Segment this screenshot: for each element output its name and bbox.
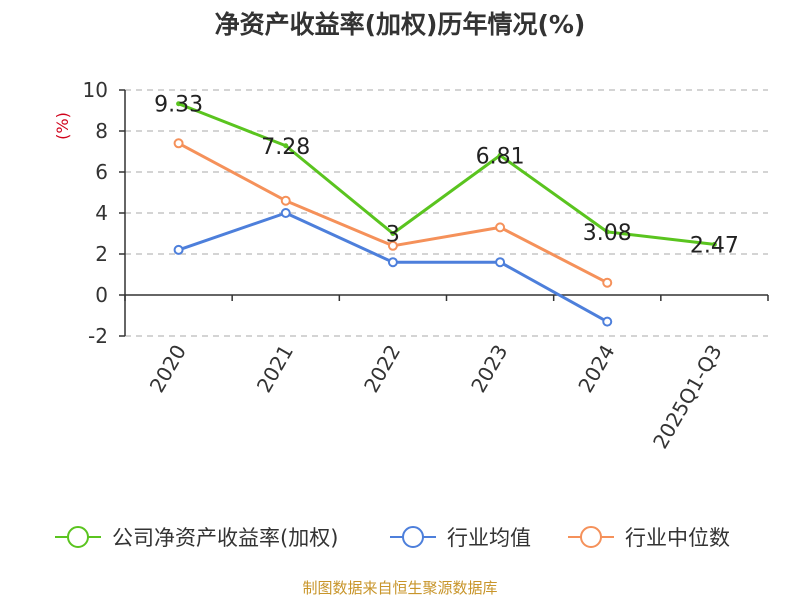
- data-label: 3: [386, 223, 400, 248]
- x-tick-labels: 2020 2021 2022 2023 2024 2025Q1-Q3: [145, 341, 727, 453]
- data-point[interactable]: [604, 229, 610, 235]
- legend[interactable]: 公司净资产收益率(加权) 行业均值 行业中位数: [55, 526, 730, 550]
- data-label: 7.28: [261, 135, 310, 160]
- data-point[interactable]: [387, 257, 398, 268]
- data-point[interactable]: [173, 138, 184, 149]
- x-tick-label: 2023: [466, 341, 512, 397]
- x-tick-label: 2025Q1-Q3: [648, 341, 727, 453]
- x-tick-label: 2022: [359, 341, 405, 397]
- series-layer: [173, 101, 717, 327]
- data-point[interactable]: [495, 257, 506, 268]
- data-point[interactable]: [387, 240, 398, 251]
- source-note: 制图数据来自恒生聚源数据库: [302, 579, 497, 597]
- axes: [119, 89, 769, 337]
- y-tick-label: 4: [95, 201, 108, 225]
- data-point[interactable]: [602, 277, 613, 288]
- y-tick-label: 10: [83, 78, 108, 102]
- data-labels: 9.33 7.28 3 6.81 3.08 2.47: [154, 93, 739, 259]
- data-point[interactable]: [602, 316, 613, 327]
- y-axis-label: (%): [53, 112, 72, 140]
- data-label: 2.47: [690, 233, 739, 258]
- data-point[interactable]: [283, 143, 289, 149]
- chart-title: 净资产收益率(加权)历年情况(%): [215, 10, 586, 39]
- y-tick-label: 8: [95, 119, 108, 143]
- legend-label: 行业均值: [447, 526, 531, 550]
- series-2: [173, 138, 613, 288]
- legend-marker-icon: [580, 526, 602, 548]
- legend-item-1[interactable]: 行业均值: [390, 526, 531, 550]
- data-point[interactable]: [495, 222, 506, 233]
- y-tick-label: -2: [88, 324, 108, 348]
- data-label: 6.81: [476, 144, 525, 169]
- data-point[interactable]: [280, 195, 291, 206]
- data-point[interactable]: [280, 208, 291, 218]
- x-tick-label: 2020: [145, 341, 191, 397]
- gridlines: [125, 89, 768, 337]
- data-point[interactable]: [173, 244, 184, 255]
- series-0: [176, 101, 717, 247]
- legend-label: 行业中位数: [625, 526, 730, 550]
- x-tick-label: 2021: [252, 341, 298, 397]
- y-tick-labels: 10 8 6 4 2 0 -2: [83, 78, 108, 348]
- series-1: [173, 208, 613, 327]
- series-line: [178, 102, 715, 246]
- data-point[interactable]: [711, 241, 717, 247]
- data-point[interactable]: [497, 152, 503, 158]
- data-point[interactable]: [390, 231, 396, 236]
- legend-item-0[interactable]: 公司净资产收益率(加权): [55, 526, 338, 550]
- y-tick-label: 2: [95, 242, 108, 266]
- legend-item-2[interactable]: 行业中位数: [568, 526, 730, 550]
- y-tick-label: 6: [95, 160, 108, 184]
- data-label: 3.08: [583, 221, 632, 246]
- legend-label: 公司净资产收益率(加权): [112, 526, 338, 550]
- legend-marker-icon: [402, 526, 424, 548]
- data-label: 9.33: [154, 93, 203, 118]
- x-tick-label: 2024: [573, 341, 619, 397]
- data-point[interactable]: [176, 101, 182, 107]
- y-tick-label: 0: [95, 283, 108, 307]
- legend-marker-icon: [67, 526, 89, 548]
